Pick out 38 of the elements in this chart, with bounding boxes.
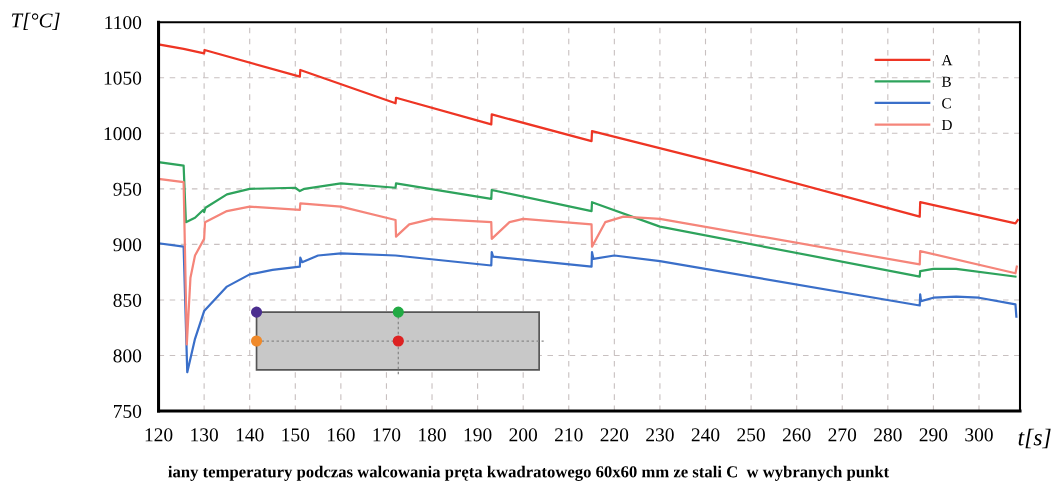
text: iany temperatury podczas walcowania pręta kwadratowego 60x60 mm ze stali C w wybranych punkt [168,465,890,481]
x-tick-label: 190 [464,428,492,442]
y-tick-label: 850 [113,293,142,307]
legend-label: D [941,119,952,130]
x-tick-label: 200 [509,428,538,442]
x-tick-label: 120 [145,428,173,442]
x-tick-label: 300 [965,428,993,442]
y-axis-title: T[°C] [11,12,60,31]
x-tick-label: 160 [328,428,355,442]
legend-label: C [942,98,951,109]
x-tick-label: 280 [874,428,902,442]
x-tick-label: 180 [419,428,446,442]
x-axis-title: t[s] [1018,428,1051,449]
legend-label: B [941,76,951,87]
line-series [158,43,1019,225]
line-series [158,177,1018,346]
x-tick-label: 130 [191,428,218,442]
x-tick-label: 170 [373,428,401,442]
y-tick-label: 1100 [105,16,142,30]
x-tick-label: 220 [600,428,629,442]
x-tick-label: 250 [737,428,765,442]
x-tick-label: 210 [555,428,583,442]
x-tick-label: 150 [282,428,310,442]
x-tick-label: 240 [691,428,720,442]
y-tick-label: 900 [113,238,142,252]
y-tick-label: 750 [114,404,142,418]
y-tick-label: 950 [113,182,142,196]
legend-label: A [941,55,953,66]
x-tick-label: 290 [919,428,948,442]
line-series [158,161,1017,278]
x-tick-label: 260 [782,428,811,442]
y-tick-label: 800 [113,349,142,363]
y-tick-label: 1000 [104,127,142,141]
line-series [158,242,1018,374]
x-tick-label: 270 [828,428,857,442]
y-tick-label: 1050 [104,71,142,85]
x-tick-label: 230 [646,428,674,442]
x-tick-label: 140 [236,428,264,442]
